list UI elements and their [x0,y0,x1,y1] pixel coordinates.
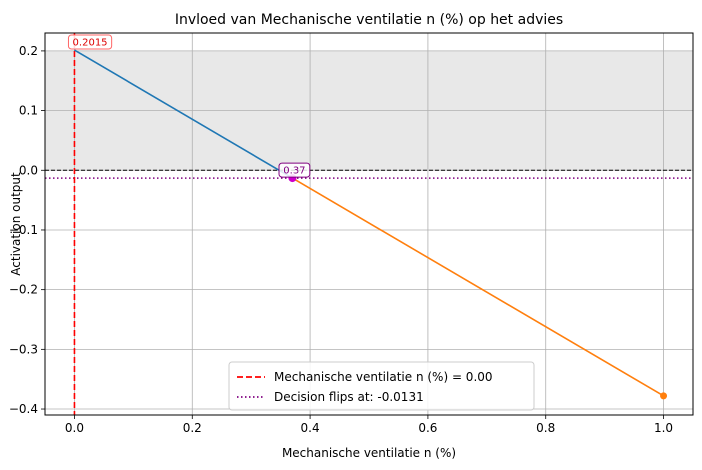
x-tick-label: 0.0 [65,421,84,435]
annotations: 0.2015 0.37 [67,34,311,178]
y-tick-label: 0.0 [19,163,38,177]
annotation-box [67,34,113,50]
x-tick-label: 1.0 [654,421,673,435]
tick-marks: 0.0 0.2 0.4 0.6 0.8 1.0 0.2 0.1 0.0 −0.1 −0.2 −0.3 −… [9,44,673,435]
annotation-label: 0.2015 [73,38,108,49]
annotation-box [278,162,311,178]
series-line-2 [292,177,664,397]
axes-frame [44,32,694,416]
y-tick-label: −0.3 [9,342,38,356]
reference-lines [45,33,693,415]
y-tick-label: −0.2 [9,283,38,297]
x-tick-label: 0.4 [301,421,320,435]
x-tick-label: 0.8 [536,421,555,435]
legend-label: Decision flips at: -0.0131 [274,390,424,404]
series-lines [74,49,664,397]
end-point-marker [660,392,668,400]
legend-label: Mechanische ventilatie n (%) = 0.00 [274,370,493,384]
series-line-1 [74,49,293,179]
y-tick-label: −0.1 [9,223,38,237]
y-tick-label: 0.2 [19,44,38,58]
chart-title: Invloed van Mechanische ventilatie n (%)… [175,12,563,28]
x-tick-label: 0.6 [418,421,437,435]
y-tick-label: 0.1 [19,104,38,118]
legend-box [228,361,535,411]
y-tick-label: −0.4 [9,402,38,416]
plot-frame [44,32,694,416]
y-axis-label: Activation output [9,172,23,276]
annotation-label: 0.37 [283,166,305,177]
legend: Mechanische ventilatie n (%) = 0.00 Decis… [228,361,535,411]
x-axis-label: Mechanische ventilatie n (%) [282,446,456,460]
x-tick-label: 0.2 [183,421,202,435]
